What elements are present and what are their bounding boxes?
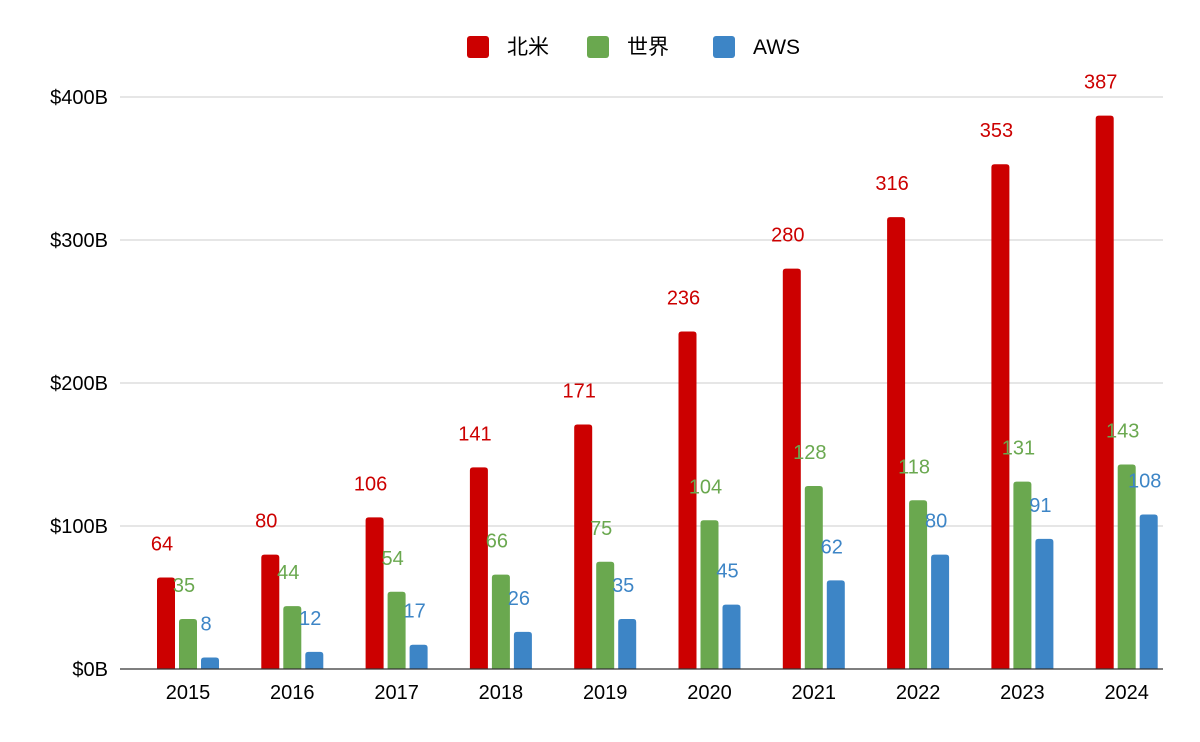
x-tick-label: 2015 [166,682,211,704]
x-tick-label: 2022 [896,682,941,704]
data-label-北米-2016: 80 [255,511,277,533]
data-label-aws-2020: 45 [716,561,738,583]
data-label-世界-2018: 66 [486,531,508,553]
x-tick-label: 2018 [479,682,524,704]
bar-世界-2015 [179,618,197,669]
x-tick-label: 2020 [687,682,732,704]
legend: 北米 世界 AWS [467,36,800,59]
bars [157,115,1158,670]
bar-北米-2024 [1095,115,1114,670]
legend-swatch [587,36,609,58]
bar-世界-2020 [700,520,719,669]
data-label-世界-2023: 131 [1002,438,1035,460]
data-label-aws-2024: 108 [1128,471,1161,493]
y-tick-label: $400B [50,87,108,109]
bar-北米-2016 [261,554,280,669]
data-label-世界-2021: 128 [793,442,826,464]
bar-世界-2022 [909,500,928,669]
bar-北米-2019 [574,424,593,669]
bar-北米-2015 [157,577,175,669]
bar-aws-2022 [931,554,950,669]
bar-世界-2016 [283,606,302,669]
y-tick-label: $300B [50,230,108,252]
bar-aws-2020 [722,604,741,669]
bar-aws-2024 [1139,514,1158,669]
data-label-北米-2015: 64 [151,533,173,555]
data-label-世界-2020: 104 [689,476,722,498]
data-label-世界-2015: 35 [173,575,195,597]
bar-北米-2022 [887,217,906,669]
bar-北米-2018 [469,467,488,669]
data-label-北米-2018: 141 [458,423,491,445]
data-label-北米-2022: 316 [875,173,908,195]
data-label-aws-2023: 91 [1029,495,1051,517]
bar-世界-2017 [387,591,406,669]
data-label-aws-2021: 62 [821,536,843,558]
data-label-世界-2017: 54 [381,548,403,570]
data-label-北米-2019: 171 [563,380,596,402]
bar-aws-2016 [305,651,324,669]
legend-item-aws: AWS [713,36,800,59]
bar-北米-2017 [365,517,384,669]
y-axis: $0B $100B $200B $300B $400B [50,87,108,681]
bar-aws-2021 [826,580,845,669]
data-label-世界-2024: 143 [1106,421,1139,443]
bar-aws-2019 [618,618,637,669]
bar-世界-2019 [596,561,615,669]
bar-aws-2015 [201,657,219,669]
bar-世界-2018 [491,574,510,669]
legend-label: 北米 [507,36,549,59]
data-label-aws-2018: 26 [508,588,530,610]
x-tick-label: 2016 [270,682,315,704]
legend-item-世界: 世界 [587,36,669,59]
bar-aws-2017 [409,644,428,669]
data-label-aws-2017: 17 [403,601,425,623]
data-label-北米-2024: 387 [1084,72,1117,94]
bar-北米-2023 [991,164,1010,669]
data-labels: 6435880441210654171416626171753523610445… [151,72,1162,636]
bar-世界-2024 [1117,464,1136,669]
legend-swatch [713,36,735,58]
x-tick-label: 2023 [1000,682,1045,704]
x-tick-label: 2017 [374,682,419,704]
x-tick-label: 2024 [1104,682,1149,704]
data-label-北米-2020: 236 [667,288,700,310]
data-label-aws-2019: 35 [612,575,634,597]
bar-aws-2018 [513,631,532,669]
x-tick-label: 2019 [583,682,628,704]
data-label-北米-2021: 280 [771,225,804,247]
data-label-aws-2022: 80 [925,511,947,533]
legend-item-北米: 北米 [467,36,549,59]
data-label-aws-2016: 12 [299,608,321,630]
data-label-北米-2023: 353 [980,120,1013,142]
data-label-世界-2019: 75 [590,518,612,540]
y-tick-label: $200B [50,373,108,395]
data-label-世界-2016: 44 [277,562,299,584]
data-label-北米-2017: 106 [354,473,387,495]
x-axis: 2015 2016 2017 2018 2019 2020 2021 2022 2023 2024 [120,668,1163,704]
x-tick-label: 2021 [792,682,837,704]
legend-swatch [467,36,489,58]
data-label-世界-2022: 118 [898,456,930,478]
legend-label: AWS [753,36,800,59]
bar-世界-2021 [804,485,823,669]
bar-aws-2023 [1035,538,1054,669]
bar-世界-2023 [1013,481,1032,669]
bar-北米-2021 [782,268,801,669]
y-tick-label: $100B [50,516,108,538]
y-tick-label: $0B [72,659,108,681]
bar-北米-2020 [678,331,697,669]
data-label-aws-2015: 8 [200,614,211,636]
legend-label: 世界 [627,36,669,59]
gridlines [120,96,1163,527]
